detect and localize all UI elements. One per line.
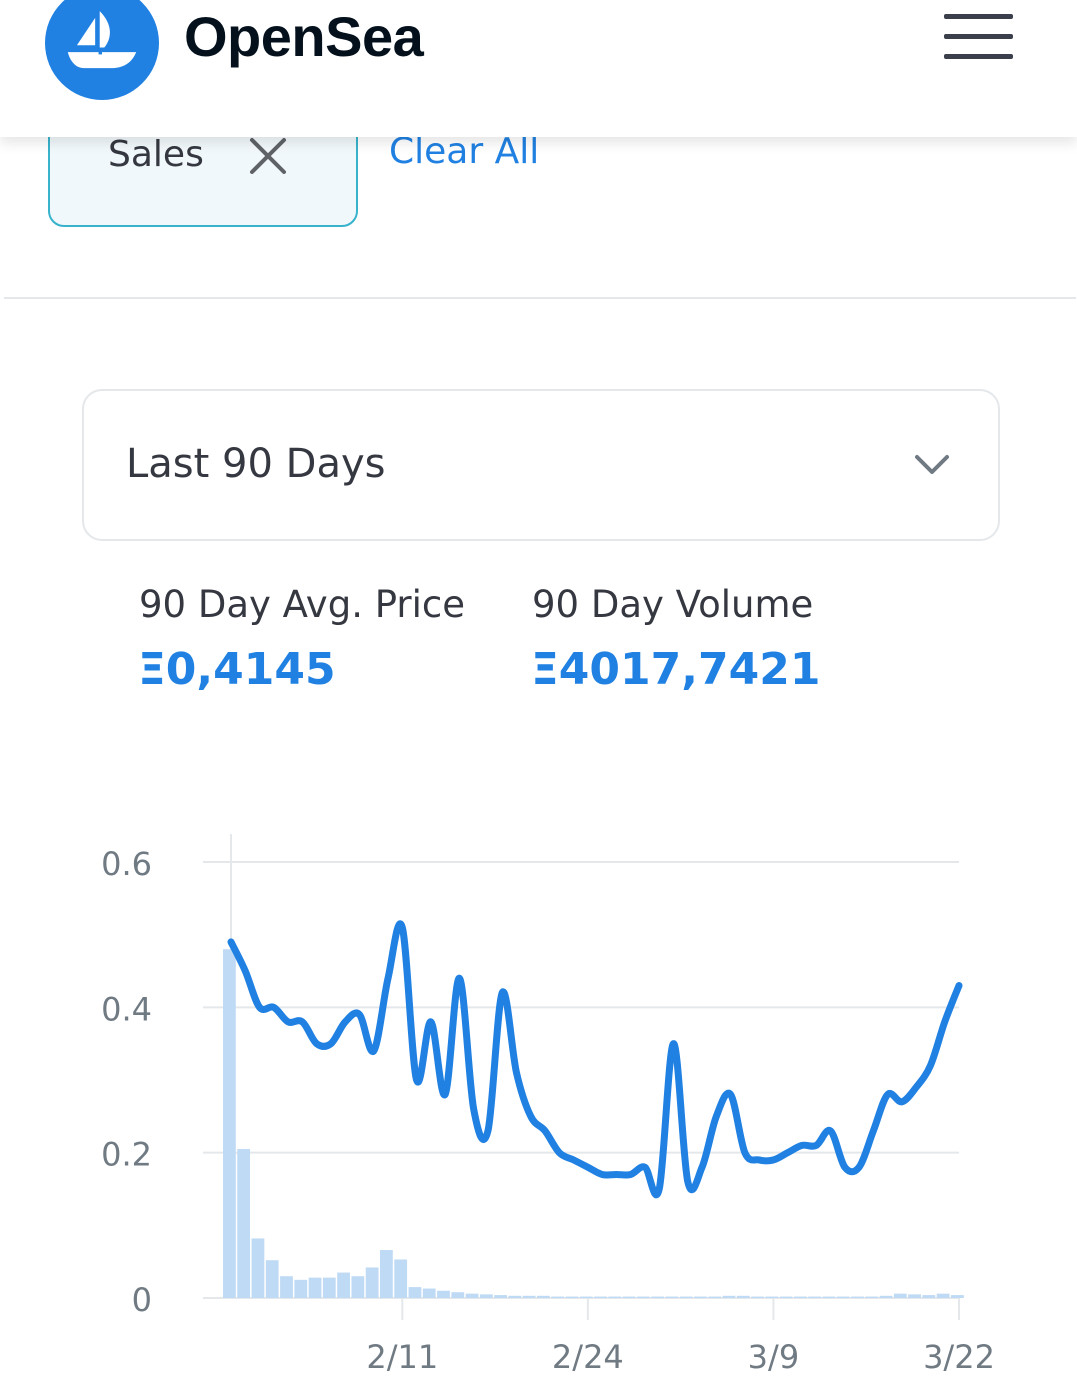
volume-bar	[736, 1295, 750, 1298]
volume-bar	[665, 1296, 679, 1298]
volume-bar	[422, 1288, 436, 1298]
volume-bar	[251, 1238, 265, 1298]
volume-bar	[908, 1294, 921, 1298]
volume-bar	[636, 1296, 650, 1298]
y-tick-label: 0.2	[101, 1136, 152, 1174]
volume-bar	[622, 1296, 636, 1298]
hamburger-menu-icon[interactable]	[944, 14, 1014, 60]
volume-bar	[694, 1296, 707, 1298]
period-select[interactable]: Last 90 Days	[82, 389, 1000, 541]
volume-bar	[494, 1295, 507, 1298]
volume-bar	[223, 949, 236, 1298]
volume-bar	[537, 1295, 550, 1298]
x-tick-label: 2/11	[366, 1338, 438, 1376]
y-tick-label: 0	[132, 1281, 152, 1319]
volume-bar	[922, 1295, 936, 1298]
divider	[4, 297, 1076, 299]
volume-bar	[836, 1296, 850, 1298]
volume-bar	[437, 1290, 450, 1298]
y-tick-label: 0.6	[101, 845, 152, 883]
volume-bar	[465, 1293, 479, 1298]
volume-bar	[594, 1296, 607, 1298]
volume-value: Ξ4017,7421	[531, 644, 821, 695]
volume-bar	[508, 1295, 522, 1298]
price-volume-chart: 0 0.2 0.4 0.6 2/11 2/24 3/9 3/22	[101, 834, 995, 1376]
opensea-boat-logo-icon[interactable]	[45, 0, 159, 100]
volume-bar	[936, 1293, 950, 1298]
volume-bar	[237, 1149, 251, 1298]
volume-bar	[337, 1272, 350, 1298]
volume-bar	[280, 1276, 293, 1298]
brand-name[interactable]: OpenSea	[184, 5, 424, 68]
volume-bar	[394, 1259, 408, 1298]
volume-bar	[793, 1296, 807, 1298]
volume-bar	[851, 1296, 864, 1298]
volume-bar	[865, 1296, 879, 1298]
volume-bar	[351, 1276, 365, 1298]
avg-price-line	[227, 920, 963, 1199]
volume-bar	[822, 1296, 836, 1298]
volume-bar	[551, 1296, 565, 1298]
volume-bar	[322, 1277, 336, 1298]
filter-chip-label: Sales	[108, 134, 204, 175]
volume-bar	[679, 1296, 693, 1298]
period-select-value: Last 90 Days	[126, 441, 386, 487]
volume-bar	[308, 1277, 322, 1298]
volume-bar	[808, 1296, 822, 1298]
volume-bar	[608, 1296, 622, 1298]
volume-bar	[565, 1296, 579, 1298]
volume-bar	[951, 1295, 964, 1298]
clear-all-link[interactable]: Clear All	[389, 131, 540, 172]
x-tick-label: 3/22	[923, 1338, 995, 1376]
volume-bar	[408, 1287, 422, 1298]
volume-bar	[265, 1260, 279, 1298]
x-tick-label: 3/9	[748, 1338, 800, 1376]
volume-bar	[294, 1279, 308, 1298]
x-tick-label: 2/24	[552, 1338, 624, 1376]
volume-bar	[651, 1296, 665, 1298]
volume-bar	[451, 1292, 465, 1298]
avg-price-value: Ξ0,4145	[138, 644, 336, 695]
volume-bar	[579, 1296, 593, 1298]
avg-price-label: 90 Day Avg. Price	[139, 583, 465, 626]
top-navbar: OpenSea	[0, 0, 1077, 137]
volume-bar	[779, 1296, 793, 1298]
volume-bar	[879, 1295, 893, 1298]
chevron-down-icon	[915, 455, 949, 474]
volume-bar	[893, 1293, 907, 1298]
volume-bar	[751, 1296, 764, 1298]
volume-bar	[708, 1296, 722, 1298]
volume-bar	[765, 1296, 779, 1298]
close-icon[interactable]	[248, 136, 288, 176]
volume-label: 90 Day Volume	[532, 583, 814, 626]
volume-bar	[365, 1267, 379, 1298]
volume-bar	[722, 1295, 736, 1298]
volume-bar	[522, 1295, 536, 1298]
volume-bar	[380, 1250, 393, 1298]
y-tick-label: 0.4	[101, 990, 152, 1028]
volume-bar	[479, 1294, 493, 1298]
